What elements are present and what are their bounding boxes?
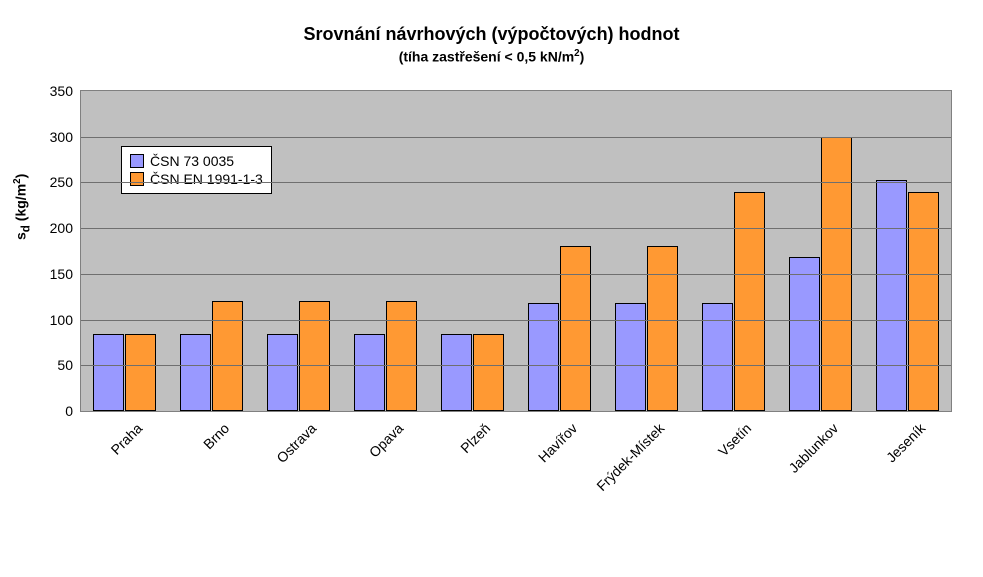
bar bbox=[299, 301, 330, 411]
gridline bbox=[81, 274, 951, 275]
gridline bbox=[81, 228, 951, 229]
bar bbox=[125, 334, 156, 411]
bar bbox=[180, 334, 211, 411]
chart-title: Srovnání návrhových (výpočtových) hodnot bbox=[0, 24, 983, 45]
plot-area: ČSN 73 0035ČSN EN 1991-1-3 0501001502002… bbox=[80, 90, 952, 412]
y-tick-label: 200 bbox=[50, 220, 73, 236]
bar bbox=[267, 334, 298, 411]
y-tick-label: 150 bbox=[50, 266, 73, 282]
gridline bbox=[81, 137, 951, 138]
y-axis-label: sd (kg/m2) bbox=[12, 174, 32, 240]
y-tick-label: 350 bbox=[50, 83, 73, 99]
gridline bbox=[81, 320, 951, 321]
legend: ČSN 73 0035 ČSN EN 1991-1-3 bbox=[121, 146, 272, 194]
bar bbox=[876, 180, 907, 411]
gridline bbox=[81, 365, 951, 366]
bar bbox=[647, 246, 678, 411]
legend-label: ČSN 73 0035 bbox=[150, 153, 234, 169]
legend-swatch bbox=[130, 154, 144, 168]
legend-swatch bbox=[130, 172, 144, 186]
y-tick-label: 0 bbox=[65, 403, 73, 419]
bar bbox=[560, 246, 591, 411]
gridline bbox=[81, 182, 951, 183]
legend-item: ČSN EN 1991-1-3 bbox=[130, 171, 263, 187]
bar bbox=[908, 192, 939, 411]
bar bbox=[734, 192, 765, 411]
y-tick-label: 250 bbox=[50, 174, 73, 190]
bar bbox=[789, 257, 820, 411]
y-tick-label: 100 bbox=[50, 312, 73, 328]
bars-layer bbox=[81, 91, 951, 411]
bar bbox=[354, 334, 385, 411]
bar bbox=[93, 334, 124, 411]
bar bbox=[386, 301, 417, 411]
bar bbox=[473, 334, 504, 411]
chart-container: Srovnání návrhových (výpočtových) hodnot… bbox=[0, 0, 983, 577]
y-tick-label: 300 bbox=[50, 129, 73, 145]
y-tick-label: 50 bbox=[57, 357, 73, 373]
legend-item: ČSN 73 0035 bbox=[130, 153, 263, 169]
bar bbox=[212, 301, 243, 411]
legend-label: ČSN EN 1991-1-3 bbox=[150, 171, 263, 187]
bar bbox=[441, 334, 472, 411]
chart-subtitle: (tíha zastřešení < 0,5 kN/m2) bbox=[0, 48, 983, 65]
